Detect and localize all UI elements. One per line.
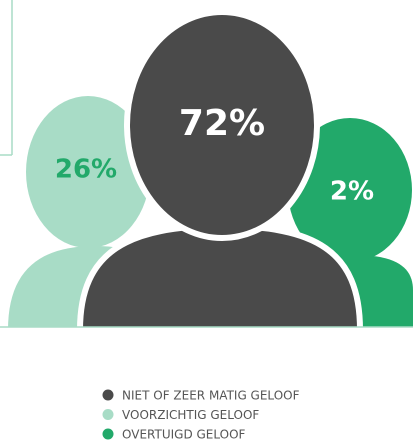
figure-body bbox=[76, 222, 364, 333]
value-label: 72% bbox=[179, 103, 265, 144]
figure-head bbox=[288, 118, 412, 262]
figure-head bbox=[26, 96, 150, 248]
legend-swatch bbox=[102, 409, 114, 420]
legend-label: NIET OF ZEER MATIG GELOOF bbox=[122, 389, 300, 403]
legend-swatch bbox=[102, 389, 114, 401]
value-label: 26% bbox=[55, 155, 117, 185]
value-label: 2% bbox=[330, 177, 374, 207]
person-figure bbox=[76, 9, 364, 333]
legend-label: VOORZICHTIG GELOOF bbox=[122, 408, 259, 422]
legend-label: OVERTUIGD GELOOF bbox=[122, 428, 246, 442]
baseline-cover bbox=[0, 327, 413, 443]
legend-swatch bbox=[102, 428, 114, 440]
figure-head bbox=[124, 9, 320, 241]
